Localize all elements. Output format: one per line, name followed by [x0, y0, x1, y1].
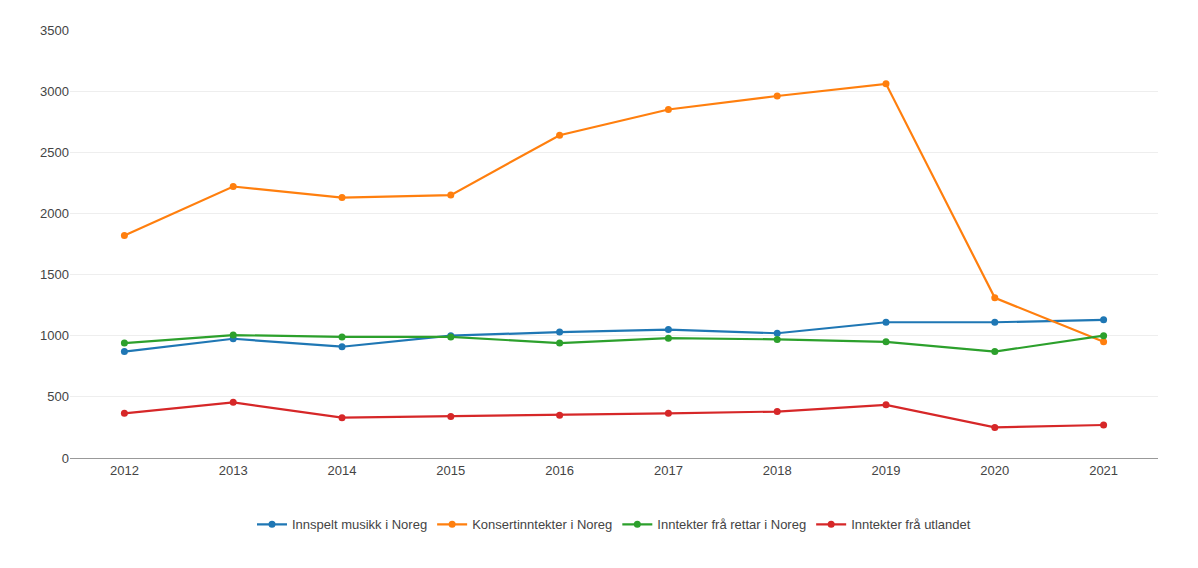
svg-text:Inntekter frå rettar i Noreg: Inntekter frå rettar i Noreg	[657, 517, 806, 532]
svg-text:2012: 2012	[110, 463, 139, 478]
svg-text:500: 500	[47, 389, 69, 404]
svg-text:Konsertinntekter i Noreg: Konsertinntekter i Noreg	[472, 517, 612, 532]
svg-text:Innspelt musikk i Noreg: Innspelt musikk i Noreg	[292, 517, 427, 532]
svg-text:3000: 3000	[40, 84, 69, 99]
svg-text:2015: 2015	[436, 463, 465, 478]
svg-text:3500: 3500	[40, 23, 69, 38]
svg-text:0: 0	[62, 451, 69, 466]
svg-text:2019: 2019	[872, 463, 901, 478]
svg-text:2017: 2017	[654, 463, 683, 478]
svg-text:2021: 2021	[1089, 463, 1118, 478]
svg-text:1500: 1500	[40, 267, 69, 282]
svg-text:2014: 2014	[328, 463, 357, 478]
svg-text:Inntekter frå utlandet: Inntekter frå utlandet	[851, 517, 971, 532]
svg-text:2016: 2016	[545, 463, 574, 478]
svg-text:2018: 2018	[763, 463, 792, 478]
svg-text:1000: 1000	[40, 328, 69, 343]
svg-text:2020: 2020	[980, 463, 1009, 478]
svg-text:2000: 2000	[40, 206, 69, 221]
svg-text:2013: 2013	[219, 463, 248, 478]
svg-text:2500: 2500	[40, 145, 69, 160]
